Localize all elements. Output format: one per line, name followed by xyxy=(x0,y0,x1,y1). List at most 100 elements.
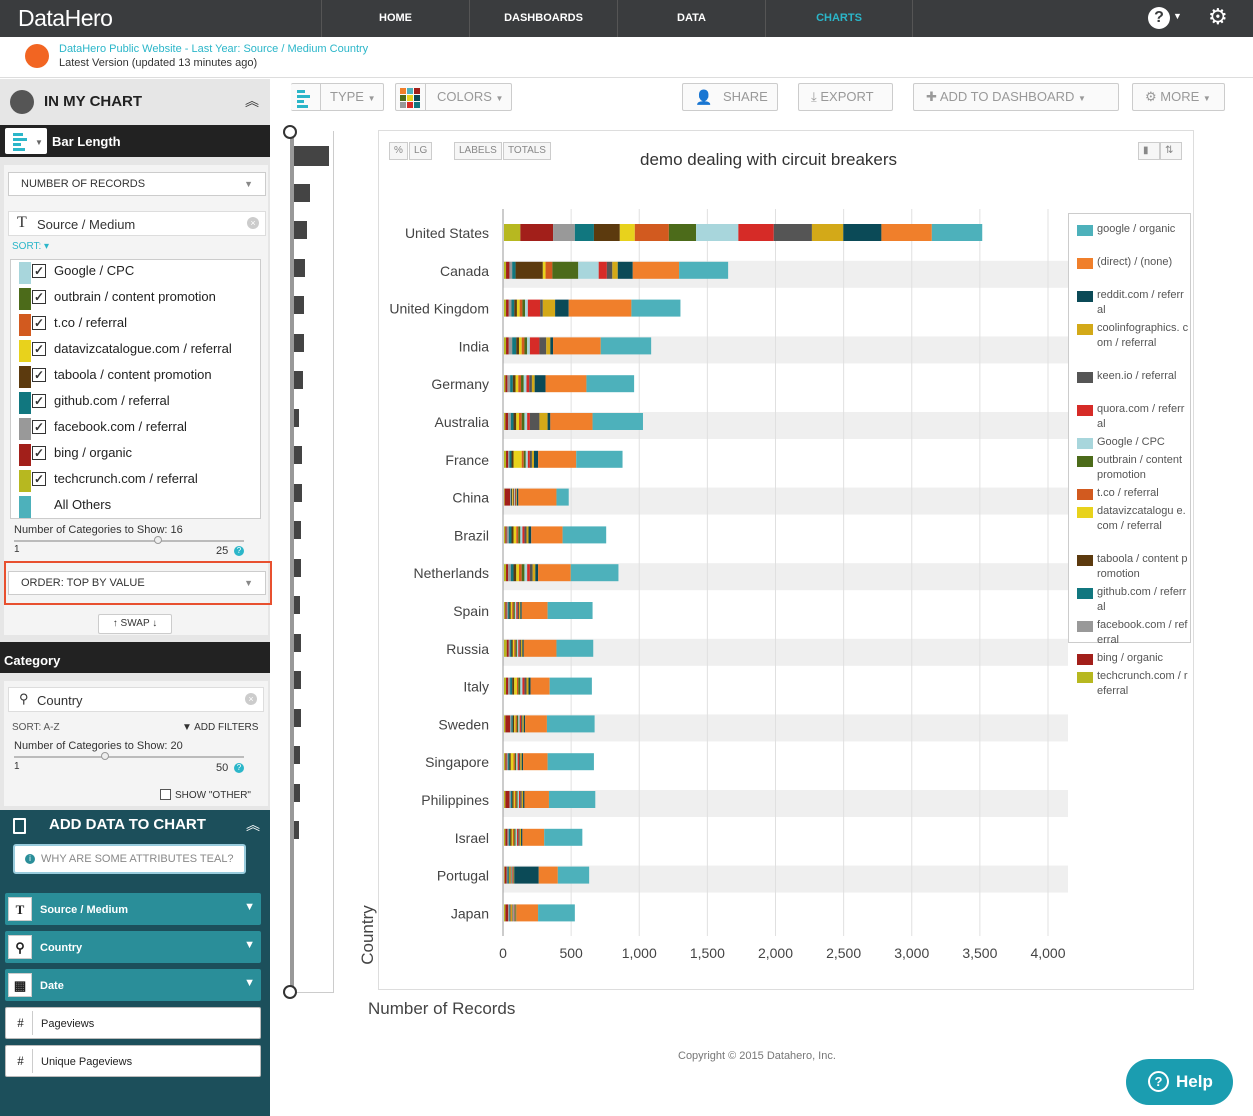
colors-button[interactable]: COLORS ▼ xyxy=(395,83,512,111)
minimap-handle-bottom[interactable] xyxy=(283,985,297,999)
series-color-swatch[interactable] xyxy=(19,314,31,336)
add-to-dashboard-button[interactable]: ✚ ADD TO DASHBOARD ▼ xyxy=(913,83,1119,111)
why-teal-button[interactable]: i WHY ARE SOME ATTRIBUTES TEAL? xyxy=(13,844,246,874)
totals-toggle[interactable]: TOTALS xyxy=(503,142,551,160)
series-item[interactable]: ✓ Google / CPC xyxy=(11,260,260,286)
help-icon[interactable]: ? xyxy=(234,763,244,773)
minimap-handle-top[interactable] xyxy=(283,125,297,139)
sort-bars-icon[interactable]: ▮ xyxy=(1138,142,1160,160)
chart-source-title[interactable]: DataHero Public Website - Last Year: Sou… xyxy=(59,43,369,55)
show-other-checkbox[interactable] xyxy=(160,789,171,800)
nav-tab-charts[interactable]: CHARTS xyxy=(765,0,913,37)
series-item[interactable]: ✓ taboola / content promotion xyxy=(11,364,260,390)
help-menu-icon[interactable]: ? xyxy=(1148,7,1170,29)
legend-swatch xyxy=(1077,456,1093,467)
series-color-swatch[interactable] xyxy=(19,496,31,518)
series-checkbox[interactable]: ✓ xyxy=(32,264,46,278)
series-checkbox[interactable]: ✓ xyxy=(32,472,46,486)
swap-button[interactable]: ↑ SWAP ↓ xyxy=(98,614,172,634)
series-label: facebook.com / referral xyxy=(54,419,187,434)
help-icon[interactable]: ? xyxy=(234,546,244,556)
sort-dropdown[interactable]: SORT: ▾ xyxy=(12,241,50,252)
country-chip[interactable]: ⚲ Country × xyxy=(8,687,264,712)
chevron-down-icon[interactable]: ▼ xyxy=(1173,11,1182,21)
bar-segment xyxy=(515,488,517,506)
series-item[interactable]: ✓ outbrain / content promotion xyxy=(11,286,260,312)
series-checkbox[interactable]: ✓ xyxy=(32,342,46,356)
bar-segment xyxy=(518,639,520,657)
categories-slider-handle[interactable] xyxy=(101,752,109,760)
series-checkbox[interactable]: ✓ xyxy=(32,290,46,304)
series-color-swatch[interactable] xyxy=(19,418,31,440)
datahero-logo[interactable]: DataHero xyxy=(18,5,113,31)
series-checkbox[interactable]: ✓ xyxy=(32,446,46,460)
bar-segment xyxy=(525,715,547,733)
nav-tab-dashboards[interactable]: DASHBOARDS xyxy=(469,0,617,37)
collapse-icon[interactable]: ︽ xyxy=(246,817,260,833)
bar-segment xyxy=(514,677,517,695)
sort-az[interactable]: SORT: A-Z xyxy=(12,722,60,733)
series-item[interactable]: ✓ facebook.com / referral xyxy=(11,416,260,442)
bar-segment xyxy=(513,791,515,808)
series-item[interactable]: ✓ datavizcatalogue.com / referral xyxy=(11,338,260,364)
nav-tab-data[interactable]: DATA xyxy=(617,0,765,37)
bar-segment xyxy=(508,526,512,544)
series-color-swatch[interactable] xyxy=(19,262,31,284)
minimap-track[interactable] xyxy=(290,130,294,994)
bar-segment xyxy=(512,639,515,657)
remove-icon[interactable]: × xyxy=(245,693,257,705)
export-button[interactable]: ⤓ EXPORT xyxy=(798,83,893,111)
order-select[interactable]: ORDER: TOP BY VALUE ▼ xyxy=(8,571,266,595)
attribute-pageviews[interactable]: # Pageviews xyxy=(5,1007,261,1039)
bar-chart-type-icon[interactable]: ▼ xyxy=(5,128,47,154)
series-checkbox[interactable]: ✓ xyxy=(32,368,46,382)
series-color-swatch[interactable] xyxy=(19,470,31,492)
labels-toggle[interactable]: LABELS xyxy=(454,142,502,160)
series-color-swatch[interactable] xyxy=(19,444,31,466)
series-checkbox[interactable]: ✓ xyxy=(32,316,46,330)
filter-icon[interactable]: ▼ xyxy=(244,977,255,989)
log-toggle[interactable]: LG xyxy=(409,142,433,160)
series-item[interactable]: All Others xyxy=(11,494,260,518)
chart-title[interactable]: demo dealing with circuit breakers xyxy=(640,150,898,169)
source-medium-chip[interactable]: T Source / Medium × xyxy=(8,211,266,236)
series-color-swatch[interactable] xyxy=(19,366,31,388)
nav-tab-home[interactable]: HOME xyxy=(321,0,469,37)
type-button[interactable]: TYPE ▼ xyxy=(291,83,384,111)
attribute-unique-pageviews[interactable]: # Unique Pageviews xyxy=(5,1045,261,1077)
share-button[interactable]: 👤 SHARE xyxy=(682,83,778,111)
series-checkbox[interactable]: ✓ xyxy=(32,420,46,434)
filter-icon[interactable]: ▼ xyxy=(244,901,255,913)
bar-segment xyxy=(548,791,596,808)
add-filters-button[interactable]: ▼ ADD FILTERS xyxy=(182,722,258,733)
in-my-chart-header[interactable]: IN MY CHART ︽ xyxy=(0,79,270,125)
chart-minimap[interactable] xyxy=(294,131,334,993)
attribute-source-medium[interactable]: T Source / Medium ▼ xyxy=(5,893,261,925)
series-color-swatch[interactable] xyxy=(19,340,31,362)
series-item[interactable]: ✓ techcrunch.com / referral xyxy=(11,468,260,494)
categories-slider-track[interactable] xyxy=(14,540,244,542)
series-item[interactable]: ✓ bing / organic xyxy=(11,442,260,468)
collapse-icon[interactable]: ︽ xyxy=(245,93,259,109)
categories-slider-track[interactable] xyxy=(14,756,244,758)
bar-segment xyxy=(518,337,522,355)
series-checkbox[interactable]: ✓ xyxy=(32,394,46,408)
attribute-country[interactable]: ⚲ Country ▼ xyxy=(5,931,261,963)
categories-slider-handle[interactable] xyxy=(154,536,162,544)
bar-segment xyxy=(507,828,509,846)
percent-toggle[interactable]: % xyxy=(389,142,408,160)
category-label: United States xyxy=(405,225,489,241)
help-button[interactable]: ? Help xyxy=(1126,1059,1233,1105)
series-item[interactable]: ✓ t.co / referral xyxy=(11,312,260,338)
gear-icon[interactable]: ⚙ xyxy=(1208,4,1228,29)
attribute-date[interactable]: ▦ Date ▼ xyxy=(5,969,261,1001)
filter-icon[interactable]: ▼ xyxy=(244,939,255,951)
series-color-swatch[interactable] xyxy=(19,392,31,414)
more-button[interactable]: ⚙ MORE ▼ xyxy=(1132,83,1225,111)
series-color-swatch[interactable] xyxy=(19,288,31,310)
measure-select[interactable]: NUMBER OF RECORDS ▼ xyxy=(8,172,266,196)
series-item[interactable]: ✓ github.com / referral xyxy=(11,390,260,416)
bar-segment xyxy=(631,299,681,317)
swap-order-icon[interactable]: ⇅ xyxy=(1160,142,1182,160)
remove-icon[interactable]: × xyxy=(247,217,259,229)
